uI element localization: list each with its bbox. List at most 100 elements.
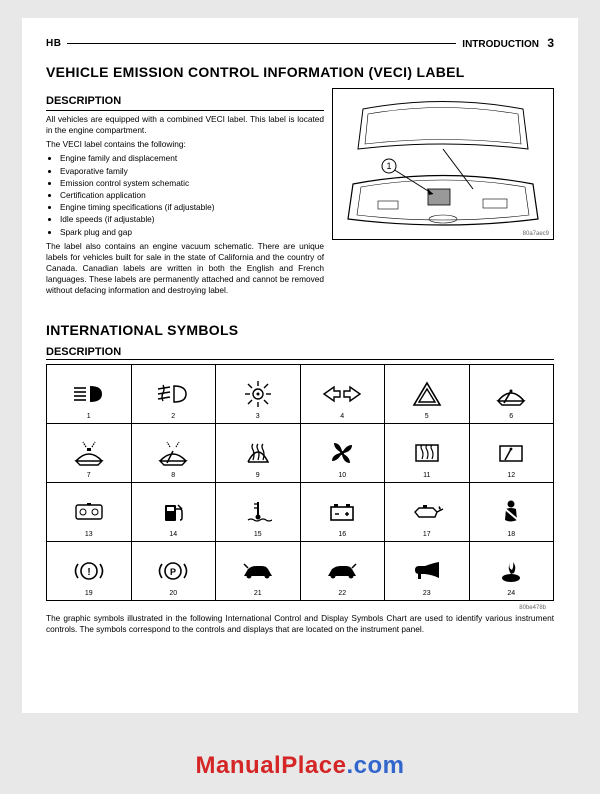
seatbelt-icon [470,491,554,533]
battery-icon [301,491,385,533]
bullet: Engine timing specifications (if adjusta… [60,202,324,213]
sym-cell-20: P 20 [131,541,216,600]
panel-icon [47,491,131,533]
section2-subtitle: DESCRIPTION [46,346,554,360]
section1-p3: The label also contains an engine vacuum… [46,241,324,297]
fuel-icon [132,491,216,533]
rear-wiper-icon [470,432,554,474]
page-header: HB INTRODUCTION 3 [46,36,554,50]
sym-cell-4: 4 [300,364,385,423]
symbol-table: 1 2 3 4 5 6 7 8 9 10 11 12 13 14 15 16 1… [46,364,554,601]
section1-text: DESCRIPTION All vehicles are equipped wi… [46,88,324,300]
sym-num: 24 [470,590,554,597]
turn-signal-icon [301,373,385,415]
watermark-a: ManualPlace [196,752,347,779]
sym-cell-10: 10 [300,423,385,482]
defrost-front-icon [216,432,300,474]
wiper-icon [470,373,554,415]
sym-cell-22: 22 [300,541,385,600]
hood-open-icon [216,550,300,592]
section1-title: VEHICLE EMISSION CONTROL INFORMATION (VE… [46,64,554,80]
sym-num: 19 [47,590,131,597]
section2-footer: The graphic symbols illustrated in the f… [46,613,554,635]
sym-cell-9: 9 [216,423,301,482]
brake-icon: ! [47,550,131,592]
header-rule [67,43,456,44]
symbol-table-wrap: 1 2 3 4 5 6 7 8 9 10 11 12 13 14 15 16 1… [46,364,554,601]
section1-subtitle: DESCRIPTION [46,94,324,111]
sym-cell-5: 5 [385,364,470,423]
sym-cell-8: 8 [131,423,216,482]
horn-icon [385,550,469,592]
section1-p2: The VECI label contains the following: [46,139,324,150]
sym-cell-6: 6 [469,364,554,423]
sym-num: 22 [301,590,385,597]
bullet: Engine family and displacement [60,153,324,164]
header-page: 3 [547,36,554,50]
fan-icon [301,432,385,474]
section1-p1: All vehicles are equipped with a combine… [46,114,324,136]
sym-num: 16 [301,531,385,538]
svg-text:P: P [170,567,176,577]
sym-num: 7 [47,472,131,479]
sym-cell-14: 14 [131,482,216,541]
sym-cell-11: 11 [385,423,470,482]
sym-num: 20 [132,590,216,597]
bullet: Evaporative family [60,166,324,177]
table-tag: 80be478b [519,605,546,611]
sym-num: 23 [385,590,469,597]
sym-num: 2 [132,413,216,420]
sym-num: 5 [385,413,469,420]
page: HB INTRODUCTION 3 VEHICLE EMISSION CONTR… [22,18,578,713]
sym-num: 15 [216,531,300,538]
sym-cell-7: 7 [47,423,132,482]
high-beam-icon [47,373,131,415]
sym-num: 11 [385,472,469,479]
sym-cell-3: 3 [216,364,301,423]
sym-cell-23: 23 [385,541,470,600]
callout-number: 1 [386,161,391,171]
sym-cell-24: 24 [469,541,554,600]
sym-num: 8 [132,472,216,479]
sym-num: 17 [385,531,469,538]
wiper-washer-icon [132,432,216,474]
header-section: INTRODUCTION [462,39,539,50]
sym-cell-19: ! 19 [47,541,132,600]
defrost-rear-icon [385,432,469,474]
hazard-icon [385,373,469,415]
sym-cell-1: 1 [47,364,132,423]
sym-cell-2: 2 [131,364,216,423]
sym-num: 1 [47,413,131,420]
sym-cell-15: 15 [216,482,301,541]
oil-icon [385,491,469,533]
sym-cell-17: 17 [385,482,470,541]
section1-figure: 1 80a7aec9 [332,88,554,240]
sym-num: 9 [216,472,300,479]
sym-num: 10 [301,472,385,479]
section2: INTERNATIONAL SYMBOLS DESCRIPTION 1 2 3 … [46,322,554,635]
sym-num: 4 [301,413,385,420]
washer-icon [47,432,131,474]
header-right: INTRODUCTION 3 [462,36,554,50]
headlamp-icon [216,373,300,415]
sym-cell-18: 18 [469,482,554,541]
bullet: Emission control system schematic [60,178,324,189]
sym-cell-16: 16 [300,482,385,541]
sym-num: 3 [216,413,300,420]
hood-svg: 1 [333,89,553,239]
sym-cell-13: 13 [47,482,132,541]
sym-num: 6 [470,413,554,420]
sym-cell-21: 21 [216,541,301,600]
parking-brake-icon: P [132,550,216,592]
section2-title: INTERNATIONAL SYMBOLS [46,322,554,338]
coolant-temp-icon [216,491,300,533]
bullet: Spark plug and gap [60,227,324,238]
sym-num: 18 [470,531,554,538]
fog-light-icon [132,373,216,415]
section1-body: DESCRIPTION All vehicles are equipped wi… [46,88,554,300]
svg-text:!: ! [87,567,90,578]
figure-tag: 80a7aec9 [523,231,549,237]
bullet: Certification application [60,190,324,201]
watermark-b: .com [346,752,404,779]
sym-cell-12: 12 [469,423,554,482]
